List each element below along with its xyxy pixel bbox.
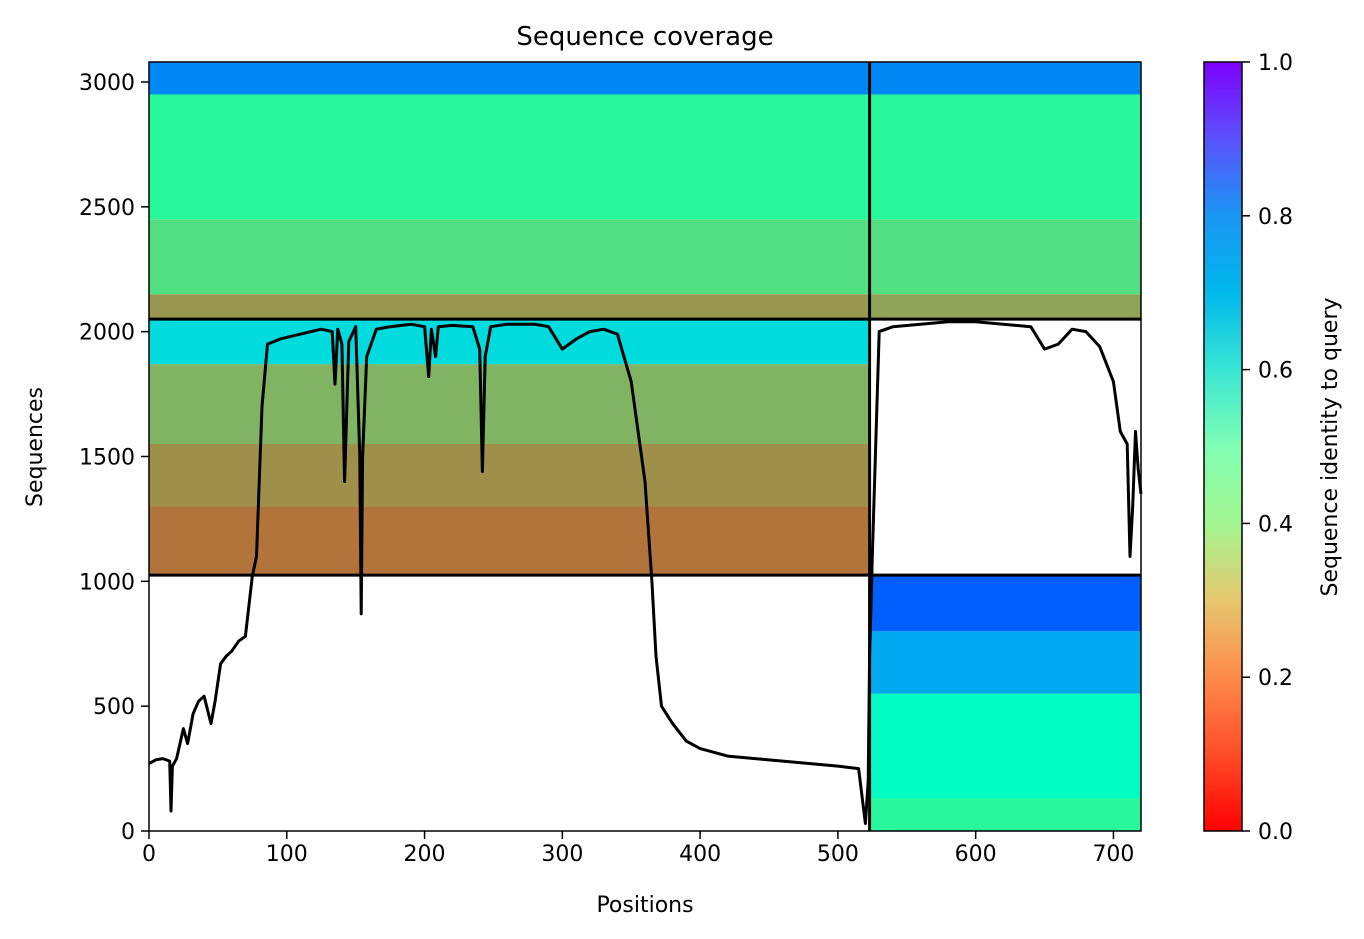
heatmap-band-3-1 <box>149 219 870 295</box>
x-tick-label: 600 <box>955 842 997 867</box>
coverage-line <box>148 320 1143 825</box>
y-tick-label: 1500 <box>79 445 135 470</box>
colorbar-tick-label: 1.0 <box>1258 51 1293 76</box>
x-axis-label: Positions <box>596 893 693 918</box>
x-tick-label: 400 <box>679 842 721 867</box>
heatmap-band-1-0 <box>149 506 870 576</box>
heatmap-band-0-0 <box>869 798 1141 831</box>
y-tick-label: 1000 <box>79 570 135 595</box>
heatmap-band-1-3 <box>149 319 870 365</box>
heatmap-band-0-1 <box>869 693 1141 799</box>
heatmap-band-1-1 <box>149 444 870 507</box>
heatmap-band-0-3 <box>869 575 1141 632</box>
heatmap-band-3-2 <box>149 94 870 220</box>
x-tick-label: 500 <box>817 842 859 867</box>
colorbar-label: Sequence identity to query <box>1318 297 1343 596</box>
colorbar-tick-label: 0.6 <box>1258 359 1293 384</box>
heatmap-band-4-0 <box>149 62 1141 95</box>
heatmap-band-1-2 <box>149 364 870 445</box>
y-axis-ticks: 0 500 1000 1500 2000 2500 3000 <box>79 71 149 845</box>
colorbar-tick-label: 0.2 <box>1258 666 1293 691</box>
y-tick-label: 500 <box>93 695 135 720</box>
colorbar-ticks: 0.0 0.2 0.4 0.6 0.8 1.0 <box>1242 51 1293 845</box>
heatmap-band-0-2 <box>869 631 1141 694</box>
x-tick-label: 200 <box>404 842 446 867</box>
heatmap-band-2-2 <box>869 94 1141 220</box>
y-tick-label: 2000 <box>79 321 135 346</box>
x-tick-label: 700 <box>1092 842 1134 867</box>
x-tick-label: 100 <box>266 842 308 867</box>
block-dividers <box>149 62 1141 831</box>
x-tick-label: 0 <box>142 842 156 867</box>
plot-frame <box>148 61 1142 832</box>
colorbar-tick-label: 0.8 <box>1258 205 1293 230</box>
colorbar-tick-label: 0.0 <box>1258 820 1293 845</box>
colorbar-tick-label: 0.4 <box>1258 512 1293 537</box>
heatmap-band-2-0 <box>869 294 1141 320</box>
heatmap-band-3-0 <box>149 294 870 320</box>
x-axis-ticks: 0 100 200 300 400 500 600 700 <box>142 831 1134 867</box>
y-tick-label: 0 <box>121 820 135 845</box>
y-axis-label: Sequences <box>23 387 48 507</box>
chart-title: Sequence coverage <box>516 22 773 52</box>
colorbar <box>1203 61 1243 832</box>
heatmap-band-2-1 <box>869 219 1141 295</box>
y-tick-label: 3000 <box>79 71 135 96</box>
y-tick-label: 2500 <box>79 196 135 221</box>
coverage-heatmap-blocks <box>149 62 1141 831</box>
x-tick-label: 300 <box>541 842 583 867</box>
